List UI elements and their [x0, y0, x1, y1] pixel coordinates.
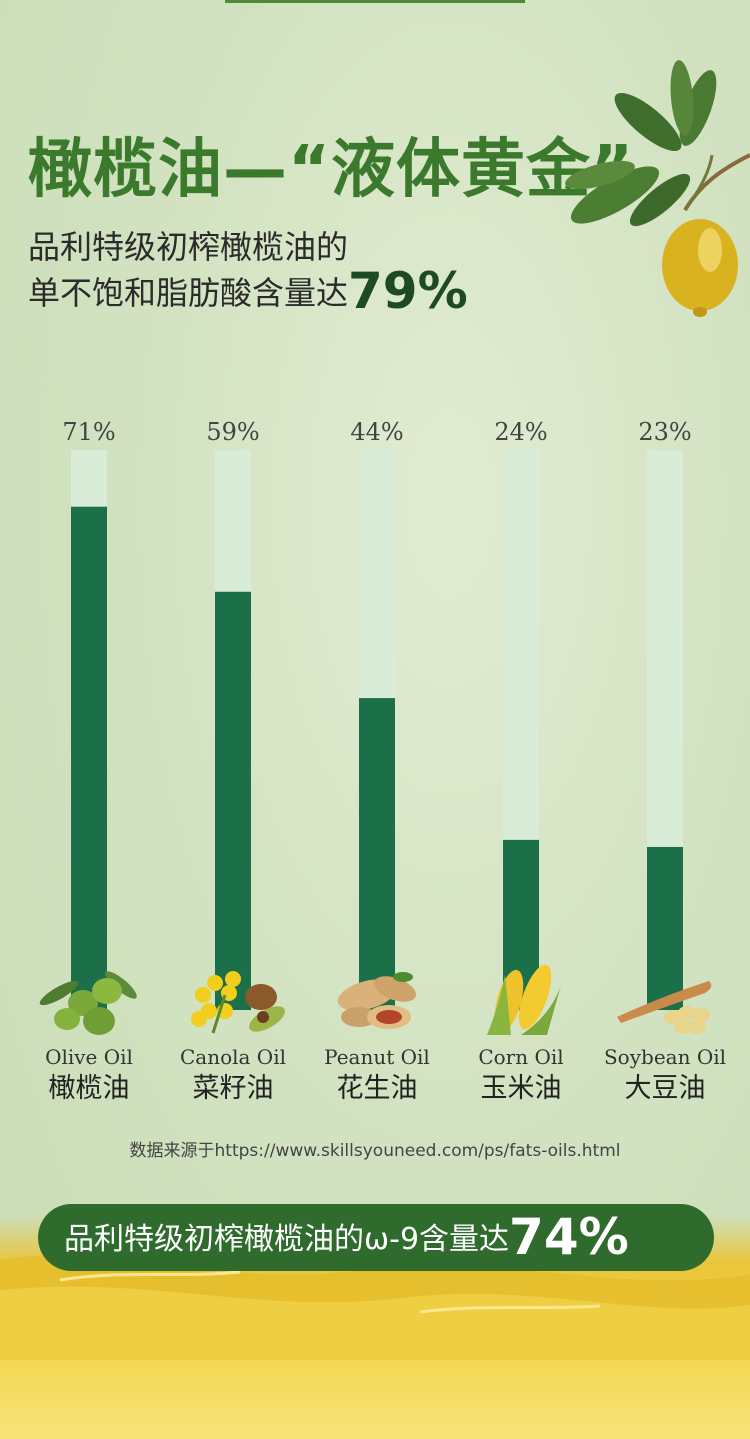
category-label-zh: 大豆油 — [625, 1073, 706, 1104]
highlight-banner-text: 品利特级初榨橄榄油的ω-9含量达74% — [64, 1204, 629, 1271]
bar-value-label: 24% — [494, 418, 547, 446]
canola-icon — [191, 971, 285, 1034]
category-label-zh: 橄榄油 — [49, 1073, 130, 1104]
category-label-en: Peanut Oil — [324, 1045, 430, 1069]
subtitle-line-2: 单不饱和脂肪酸含量达79% — [28, 262, 468, 320]
category-label-zh: 花生油 — [337, 1073, 418, 1104]
category-label-en: Corn Oil — [478, 1045, 563, 1069]
subtitle-line-1: 品利特级初榨橄榄油的 — [28, 228, 349, 266]
top-accent-line — [225, 0, 525, 3]
bar-chart: 71% Olive Oil 橄榄油 59% Canola Oil 菜籽油 44% Peanut… — [39, 418, 726, 1104]
bar-value-label: 71% — [62, 418, 115, 446]
category-label-en: Soybean Oil — [604, 1045, 726, 1069]
bar — [359, 698, 395, 1010]
category-label-en: Olive Oil — [45, 1045, 133, 1069]
category-label-zh: 菜籽油 — [193, 1073, 274, 1104]
highlight-banner — [38, 1204, 714, 1271]
olive-icon — [39, 971, 137, 1035]
bar — [71, 506, 107, 1010]
subtitle-prefix: 单不饱和脂肪酸含量达 — [28, 274, 349, 312]
bar-value-label: 23% — [638, 418, 691, 446]
banner-value: 74% — [509, 1208, 629, 1266]
category-label-en: Canola Oil — [180, 1045, 286, 1069]
category-label-zh: 玉米油 — [481, 1073, 562, 1104]
banner-prefix: 品利特级初榨橄榄油的ω-9含量达 — [64, 1222, 510, 1257]
bar-value-label: 44% — [350, 418, 403, 446]
page-title: 橄榄油—“液体黄金” — [28, 133, 635, 207]
soybean-icon — [617, 981, 712, 1034]
oil-wave-decoration — [0, 1255, 750, 1360]
bar — [215, 591, 251, 1010]
peanut-icon — [337, 972, 417, 1029]
bar-value-label: 59% — [206, 418, 259, 446]
corn-icon — [487, 964, 561, 1035]
bar — [647, 846, 683, 1010]
olive-branch-icon — [565, 60, 750, 317]
source-note: 数据来源于https://www.skillsyouneed.com/ps/fa… — [129, 1141, 621, 1161]
subtitle-highlight-value: 79% — [348, 262, 468, 320]
